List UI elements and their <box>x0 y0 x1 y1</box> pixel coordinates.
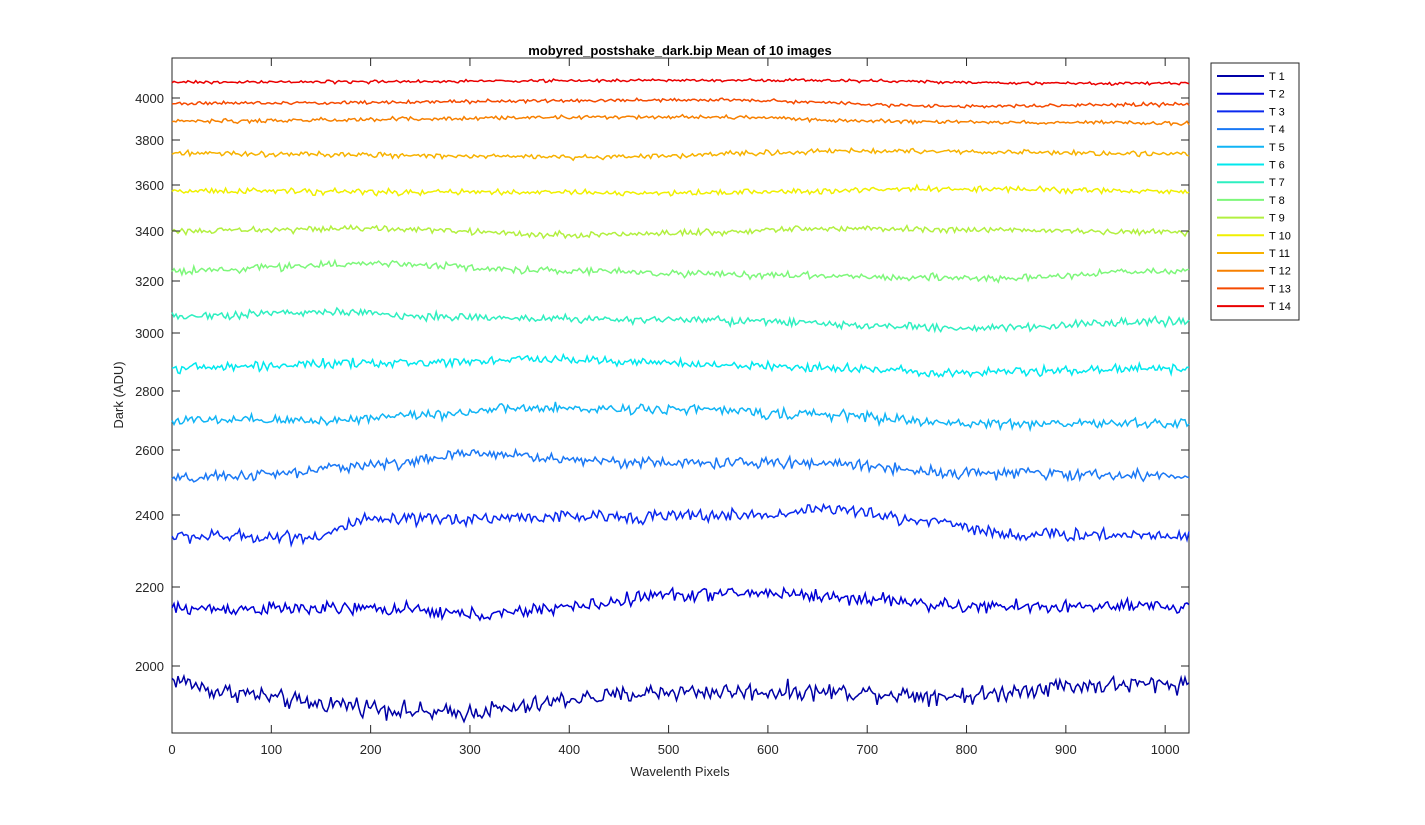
legend-label: T 4 <box>1269 124 1285 136</box>
x-tick-label: 700 <box>856 742 878 757</box>
x-tick-label: 500 <box>658 742 680 757</box>
y-tick-label: 2600 <box>135 443 164 458</box>
legend-label: T 8 <box>1269 195 1285 207</box>
series-line-t13 <box>171 97 1190 109</box>
y-tick-label: 3600 <box>135 178 164 193</box>
x-tick-label: 600 <box>757 742 779 757</box>
legend-label: T 10 <box>1269 230 1291 242</box>
x-axis-label: Wavelenth Pixels <box>630 764 730 779</box>
legend-label: T 5 <box>1269 142 1285 154</box>
legend-label: T 9 <box>1269 213 1285 225</box>
legend-label: T 6 <box>1269 160 1285 172</box>
x-tick-label: 100 <box>260 742 282 757</box>
legend-items: T 1 T 2 T 3 T 4 T 5 T 6 T 7 T 8 T 9 T 10 T 11 T 12 T… <box>1217 71 1291 313</box>
x-tick-label: 900 <box>1055 742 1077 757</box>
series-line-t3 <box>171 502 1190 548</box>
series-group <box>171 77 1190 724</box>
y-tick-label: 3000 <box>135 326 164 341</box>
legend-label: T 13 <box>1269 283 1291 295</box>
legend: T 1 T 2 T 3 T 4 T 5 T 6 T 7 T 8 T 9 T 10 T 11 T 12 T… <box>1210 62 1300 321</box>
x-tick-label: 300 <box>459 742 481 757</box>
legend-label: T 11 <box>1269 248 1290 260</box>
chart-title: mobyred_postshake_dark.bip Mean of 10 im… <box>528 43 831 58</box>
legend-label: T 14 <box>1269 301 1291 313</box>
series-line-t9 <box>171 223 1190 240</box>
axes-box <box>171 57 1190 734</box>
legend-box <box>1210 62 1300 321</box>
x-tick-label: 200 <box>360 742 382 757</box>
y-tick-label: 3800 <box>135 133 164 148</box>
x-tick-label: 1000 <box>1151 742 1180 757</box>
y-tick-label: 3400 <box>135 224 164 239</box>
series-line-t8 <box>171 258 1190 284</box>
y-tick-label: 4000 <box>135 91 164 106</box>
x-tick-label: 400 <box>558 742 580 757</box>
series-line-t6 <box>171 352 1190 379</box>
y-tick-label: 2400 <box>135 508 164 523</box>
series-line-t10 <box>171 183 1190 197</box>
x-tick-label: 0 <box>168 742 175 757</box>
series-line-t12 <box>171 113 1190 127</box>
legend-label: T 3 <box>1269 106 1285 118</box>
y-axis-label: Dark (ADU) <box>111 361 126 428</box>
ticks-group: 0 100 200 300 400 500 600 700 800 900 1000 2000 2200… <box>135 58 1189 757</box>
series-line-t7 <box>171 306 1190 334</box>
legend-label: T 2 <box>1269 89 1285 101</box>
legend-label: T 7 <box>1269 177 1285 189</box>
series-line-t2 <box>171 585 1190 622</box>
legend-label: T 1 <box>1269 71 1285 83</box>
x-tick-label: 800 <box>956 742 978 757</box>
series-line-t11 <box>171 147 1190 162</box>
series-line-t1 <box>171 673 1190 724</box>
y-tick-label: 2000 <box>135 659 164 674</box>
y-tick-label: 2800 <box>135 384 164 399</box>
y-tick-label: 3200 <box>135 274 164 289</box>
series-line-t5 <box>171 401 1190 433</box>
y-tick-label: 2200 <box>135 580 164 595</box>
series-line-t14 <box>171 77 1190 87</box>
legend-label: T 12 <box>1269 266 1291 278</box>
series-line-t4 <box>171 447 1190 483</box>
plot-area: 0 100 200 300 400 500 600 700 800 900 1000 2000 2200… <box>135 57 1190 757</box>
